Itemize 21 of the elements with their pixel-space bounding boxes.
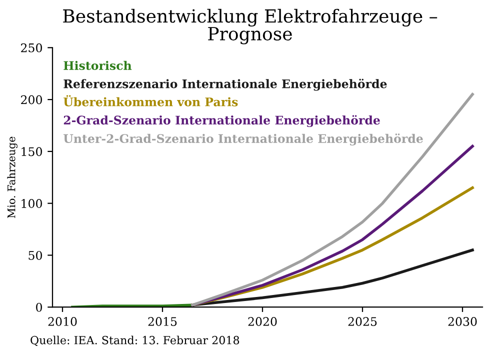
- source-note: Quelle: IEA. Stand: 13. Februar 2018: [30, 336, 240, 346]
- y-tick-label: 150: [22, 147, 42, 156]
- line-series: [191, 144, 474, 306]
- x-tick-label: 2030: [448, 317, 477, 326]
- x-tick-label: 2020: [248, 317, 277, 326]
- y-axis-title: Mio. Fahrzeuge: [7, 136, 18, 218]
- y-tick-label: 0: [36, 302, 42, 312]
- text: Referenzszenario Internationale Energiebehörde: [64, 78, 387, 91]
- y-tick-label: 50: [28, 250, 42, 260]
- text: 2-Grad-Szenario Internationale Energiebehörde: [64, 115, 380, 128]
- x-tick-label: 2025: [348, 317, 377, 326]
- series-label: Unter-2-Grad-Szenario Internationale Energiebehörde: [64, 134, 423, 146]
- y-tick-label: 200: [21, 95, 42, 104]
- y-tick-label: 250: [21, 43, 42, 52]
- text: Übereinkommen von Paris: [64, 95, 238, 106]
- x-tick-label: 2015: [148, 317, 177, 326]
- y-tick-label: 100: [22, 199, 42, 208]
- text: Historisch: [64, 60, 132, 70]
- line-series: [191, 248, 474, 306]
- chart-title: Bestandsentwicklung Elektrofahrzeuge – Prognose: [63, 8, 438, 44]
- x-tick-label: 2010: [48, 317, 77, 326]
